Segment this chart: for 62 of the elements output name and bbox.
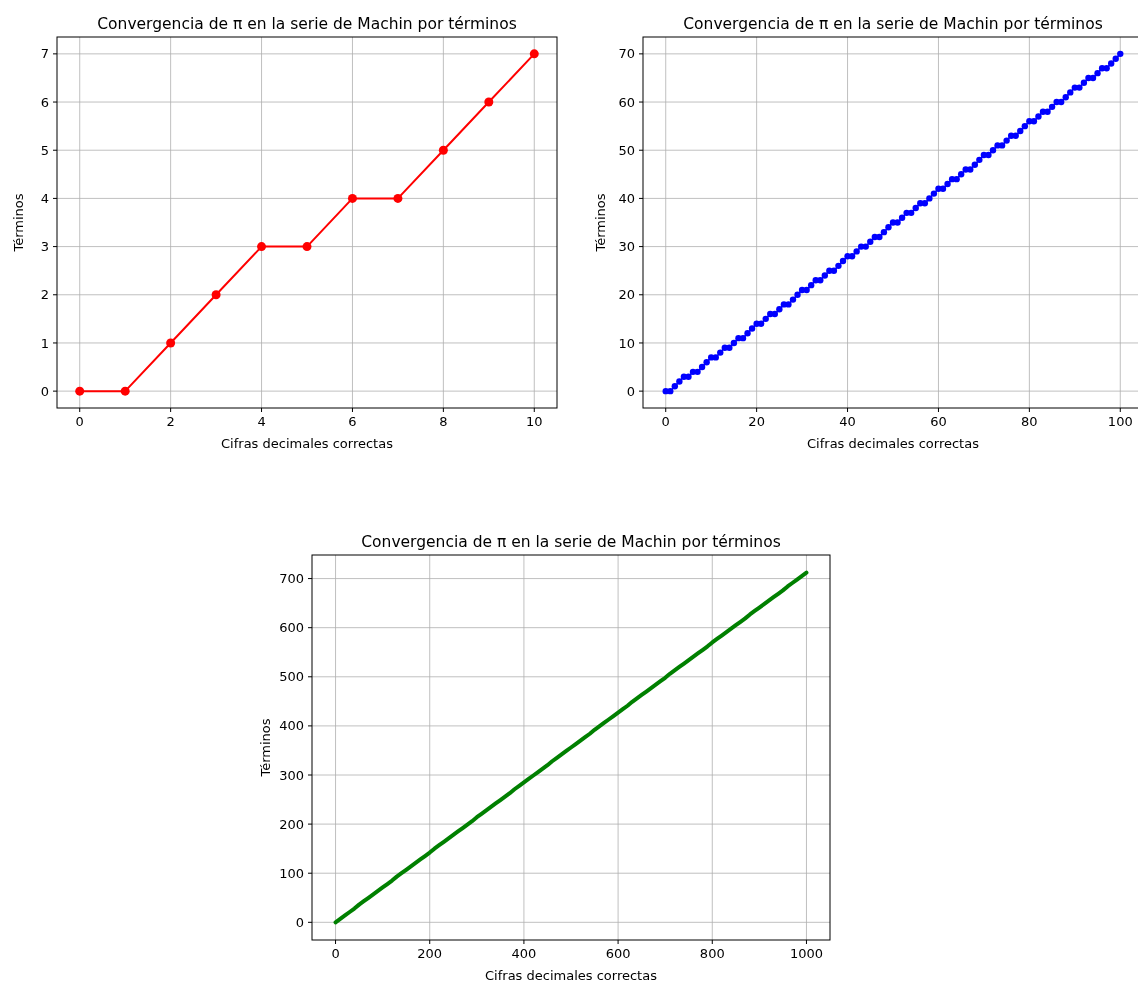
point xyxy=(484,97,494,107)
y-tick-label: 30 xyxy=(618,239,635,255)
y-tick-label: 100 xyxy=(279,865,304,881)
chart-title: Convergencia de π en la serie de Machin por términos xyxy=(683,15,1103,33)
y-axis-title: Términos xyxy=(258,718,273,778)
x-axis-title: Cifras decimales correctas xyxy=(221,436,394,451)
x-tick-label: 100 xyxy=(1107,414,1133,429)
y-axis-title: Términos xyxy=(11,193,26,253)
point xyxy=(120,386,130,396)
x-tick-label: 20 xyxy=(748,414,765,429)
y-tick-label: 0 xyxy=(626,383,635,399)
y-tick-label: 200 xyxy=(279,816,304,832)
y-tick-label: 40 xyxy=(618,190,635,206)
x-tick-label: 200 xyxy=(417,946,443,961)
point xyxy=(75,386,85,396)
point xyxy=(166,338,176,348)
x-tick-label: 80 xyxy=(1021,414,1038,429)
y-tick-label: 50 xyxy=(618,142,635,158)
y-tick-label: 7 xyxy=(40,46,49,62)
chart-title: Convergencia de π en la serie de Machin por términos xyxy=(97,15,517,33)
y-tick-label: 70 xyxy=(618,46,635,62)
y-tick-label: 700 xyxy=(279,571,304,587)
point xyxy=(438,145,448,155)
x-axis-title: Cifras decimales correctas xyxy=(807,436,980,451)
y-tick-label: 6 xyxy=(40,94,49,110)
chart-title: Convergencia de π en la serie de Machin por términos xyxy=(361,533,781,551)
y-tick-label: 0 xyxy=(40,383,49,399)
point xyxy=(257,242,267,252)
x-tick-label: 2 xyxy=(166,414,175,429)
y-axis-title: Términos xyxy=(593,193,608,253)
point xyxy=(347,193,357,203)
x-tick-label: 1000 xyxy=(789,946,823,961)
x-tick-label: 10 xyxy=(526,414,543,429)
x-tick-label: 0 xyxy=(661,414,670,429)
x-tick-label: 40 xyxy=(839,414,856,429)
point xyxy=(393,193,403,203)
line-series xyxy=(333,570,809,925)
x-axis-title: Cifras decimales correctas xyxy=(485,968,658,983)
y-tick-label: 3 xyxy=(40,239,49,255)
y-tick-label: 400 xyxy=(279,718,304,734)
x-tick-label: 8 xyxy=(439,414,448,429)
y-tick-label: 2 xyxy=(40,287,49,303)
y-tick-label: 1 xyxy=(40,335,49,351)
y-tick-label: 300 xyxy=(279,767,304,783)
point xyxy=(211,290,221,300)
y-tick-label: 5 xyxy=(40,142,49,158)
point xyxy=(529,49,539,59)
y-tick-label: 500 xyxy=(279,669,304,685)
y-tick-label: 20 xyxy=(618,287,635,303)
x-tick-label: 0 xyxy=(331,946,340,961)
y-tick-label: 10 xyxy=(618,335,635,351)
y-tick-label: 600 xyxy=(279,620,304,636)
y-tick-label: 0 xyxy=(295,914,304,930)
x-tick-label: 60 xyxy=(930,414,947,429)
x-tick-label: 6 xyxy=(348,414,357,429)
x-tick-label: 0 xyxy=(75,414,84,429)
y-tick-label: 60 xyxy=(618,94,635,110)
y-tick-label: 4 xyxy=(40,190,49,206)
x-tick-label: 4 xyxy=(257,414,266,429)
x-tick-label: 400 xyxy=(511,946,537,961)
point xyxy=(302,242,312,252)
x-tick-label: 800 xyxy=(699,946,725,961)
